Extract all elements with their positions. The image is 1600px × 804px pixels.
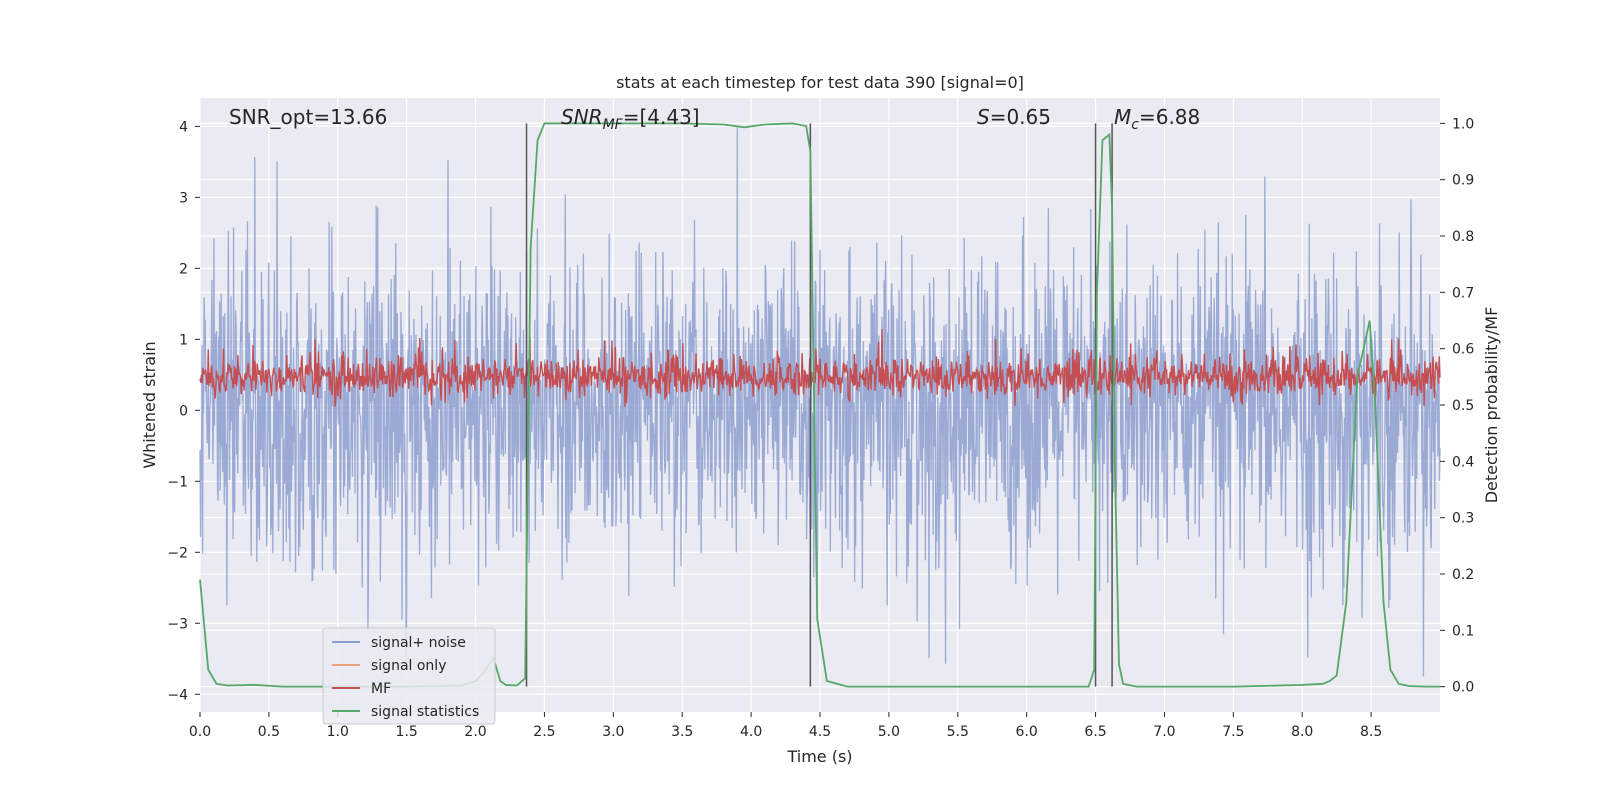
y-right-tick-label: 0.1 xyxy=(1452,623,1474,639)
signal-noise-series xyxy=(199,126,1441,677)
y-left-tick-label: 0 xyxy=(179,403,188,419)
y-right-tick-label: 0.2 xyxy=(1452,567,1474,583)
annotation-snr-mf-main: SNR xyxy=(561,105,603,129)
axes: 0.0 0.5 1.0 1.5 2.0 2.5 3.0 3.5 4.0 4.5 5.0 5.5 6.0 6… xyxy=(167,116,1474,740)
legend-box xyxy=(322,627,496,725)
annotation-s-rest: =0.65 xyxy=(990,105,1051,129)
y-right-tick-label: 0.0 xyxy=(1452,680,1474,696)
annotation-snr-mf-rest: =[4.43] xyxy=(623,105,700,129)
legend-label: MF xyxy=(371,681,391,697)
x-tick-label: 4.0 xyxy=(740,724,762,740)
x-tick-label: 3.0 xyxy=(602,724,624,740)
x-tick-label: 2.5 xyxy=(533,724,555,740)
x-tick-label: 0.0 xyxy=(189,724,211,740)
y-right-tick-label: 0.7 xyxy=(1452,285,1474,301)
x-tick-label: 5.5 xyxy=(947,724,969,740)
annotation-mc-sub: c xyxy=(1131,117,1139,133)
y-right-tick-label: 0.3 xyxy=(1452,511,1474,527)
annotation-snr-opt: SNR_opt=13.66 xyxy=(229,105,387,129)
y-right-tick-label: 0.4 xyxy=(1452,454,1474,470)
x-tick-label: 0.5 xyxy=(258,724,280,740)
y-right-tick-label: 1.0 xyxy=(1452,116,1474,132)
x-tick-label: 7.5 xyxy=(1222,724,1244,740)
annotation-s-main: S xyxy=(977,105,990,129)
legend-label: signal+ noise xyxy=(371,635,466,651)
legend: signal+ noise signal only MF signal statist… xyxy=(322,627,496,725)
y-left-tick-label: 3 xyxy=(179,190,188,206)
legend-label: signal only xyxy=(371,658,446,674)
x-tick-label: 1.0 xyxy=(327,724,349,740)
x-tick-label: 8.0 xyxy=(1291,724,1313,740)
y-right-axis-label: Detection probability/MF xyxy=(1482,307,1501,504)
y-left-tick-label: 2 xyxy=(179,261,188,277)
annotation-mc-main: M xyxy=(1114,105,1131,129)
x-tick-label: 3.5 xyxy=(671,724,693,740)
x-tick-label: 1.5 xyxy=(396,724,418,740)
y-right-tick-label: 0.6 xyxy=(1452,342,1474,358)
x-axis-label: Time (s) xyxy=(786,747,852,766)
x-tick-label: 8.5 xyxy=(1360,724,1382,740)
y-left-tick-label: −2 xyxy=(167,545,188,561)
annotation-s: S=0.65 xyxy=(977,105,1051,129)
x-tick-label: 7.0 xyxy=(1153,724,1175,740)
y-left-tick-label: −1 xyxy=(167,474,188,490)
mf-line xyxy=(199,328,1441,407)
y-left-tick-label: 4 xyxy=(179,119,188,135)
x-tick-label: 6.0 xyxy=(1016,724,1038,740)
y-right-tick-label: 0.5 xyxy=(1452,398,1474,414)
annotation-mc: Mc=6.88 xyxy=(1114,105,1200,133)
signal-noise-line xyxy=(199,126,1441,677)
legend-label: signal statistics xyxy=(371,704,479,720)
annotation-mc-rest: =6.88 xyxy=(1139,105,1200,129)
y-right-tick-label: 0.9 xyxy=(1452,173,1474,189)
x-tick-label: 6.5 xyxy=(1084,724,1106,740)
x-tick-label: 4.5 xyxy=(809,724,831,740)
annotation-snr-mf-sub: MF xyxy=(603,117,624,133)
y-left-tick-label: −4 xyxy=(167,687,188,703)
y-left-axis-label: Whitened strain xyxy=(140,341,159,468)
y-left-tick-label: −3 xyxy=(167,616,188,632)
y-right-tick-label: 0.8 xyxy=(1452,229,1474,245)
chart-title: stats at each timestep for test data 390… xyxy=(616,73,1024,92)
y-left-tick-label: 1 xyxy=(179,332,188,348)
x-tick-label: 2.0 xyxy=(464,724,486,740)
annotation-snr-mf: SNRMF=[4.43] xyxy=(561,105,700,133)
x-tick-label: 5.0 xyxy=(878,724,900,740)
mf-series xyxy=(199,328,1441,407)
